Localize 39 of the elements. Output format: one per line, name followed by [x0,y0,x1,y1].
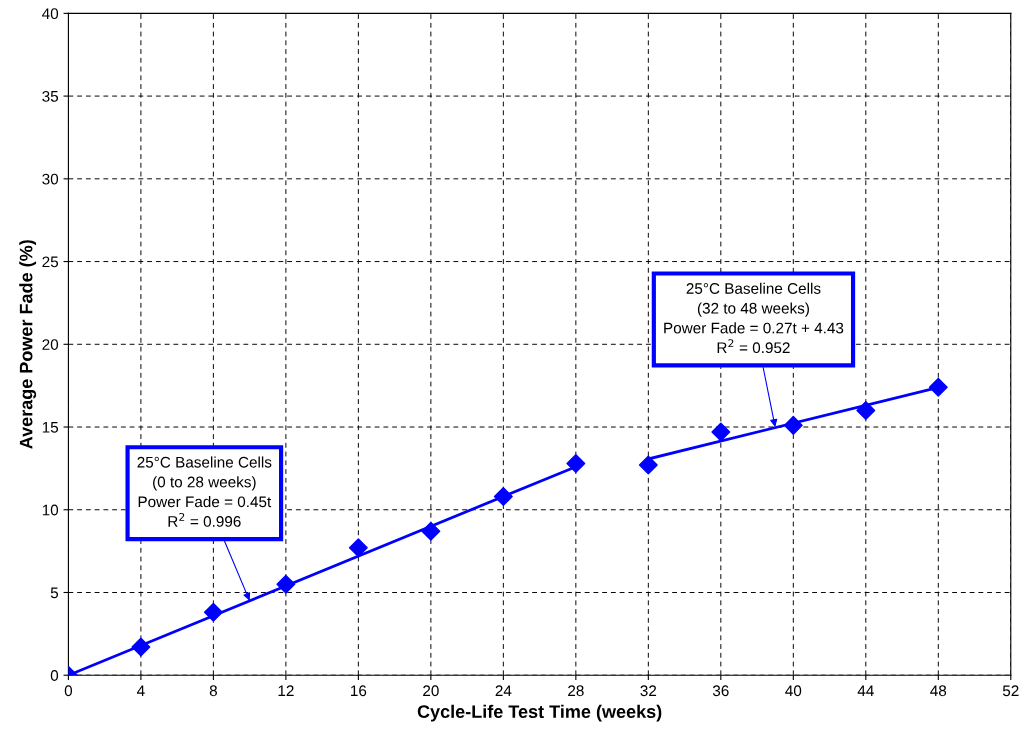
y-tick-label: 10 [42,504,59,516]
y-tick-label: 35 [42,90,59,102]
x-tick-label: 8 [209,685,217,697]
annotation: 25°C Baseline Cells (0 to 28 weeks) Power Fade = 0.45t R$^{2}$ = 0.996 [137,456,272,527]
x-axis-title: Cycle-Life Test Time (weeks) [417,704,662,722]
point [711,422,731,442]
x-tick-label: 0 [64,685,73,697]
x-tick-label: 16 [351,685,367,697]
y-tick-label: 0 [50,670,59,681]
x-tick-label: 12 [278,685,294,697]
point [856,400,876,420]
x-tick-label: 52 [1002,685,1019,697]
point [131,637,151,657]
point [566,453,586,473]
x-tick-label: 20 [423,685,439,697]
point [493,487,513,506]
x-tick-label: 24 [495,685,512,697]
x-tick-label: 4 [137,685,145,697]
x-tick-label: 40 [785,685,802,697]
point [276,574,296,594]
point [928,377,948,397]
y-tick-label: 30 [42,173,59,185]
y-tick-label: 15 [42,422,59,433]
point [203,602,223,622]
point [638,455,658,475]
y-tick-label: 25 [42,256,59,268]
x-tick-label: 44 [857,685,874,697]
y-tick-label: 40 [42,8,59,20]
x-tick-label: 48 [930,685,947,697]
point [783,415,803,435]
y-axis-title: Average Power Fade (%) [19,240,37,449]
x-tick-label: 36 [712,685,729,697]
x-tick-label: 32 [640,685,657,697]
y-tick-label: 5 [50,587,59,599]
annotation: 25°C Baseline Cells (32 to 48 weeks) Power Fade = 0.27t + 4.43 R$^{2}$ = 0.952 [664,282,844,354]
y-tick-label: 20 [42,339,59,350]
x-tick-label: 28 [568,685,584,697]
point [348,538,368,558]
point [421,521,441,541]
